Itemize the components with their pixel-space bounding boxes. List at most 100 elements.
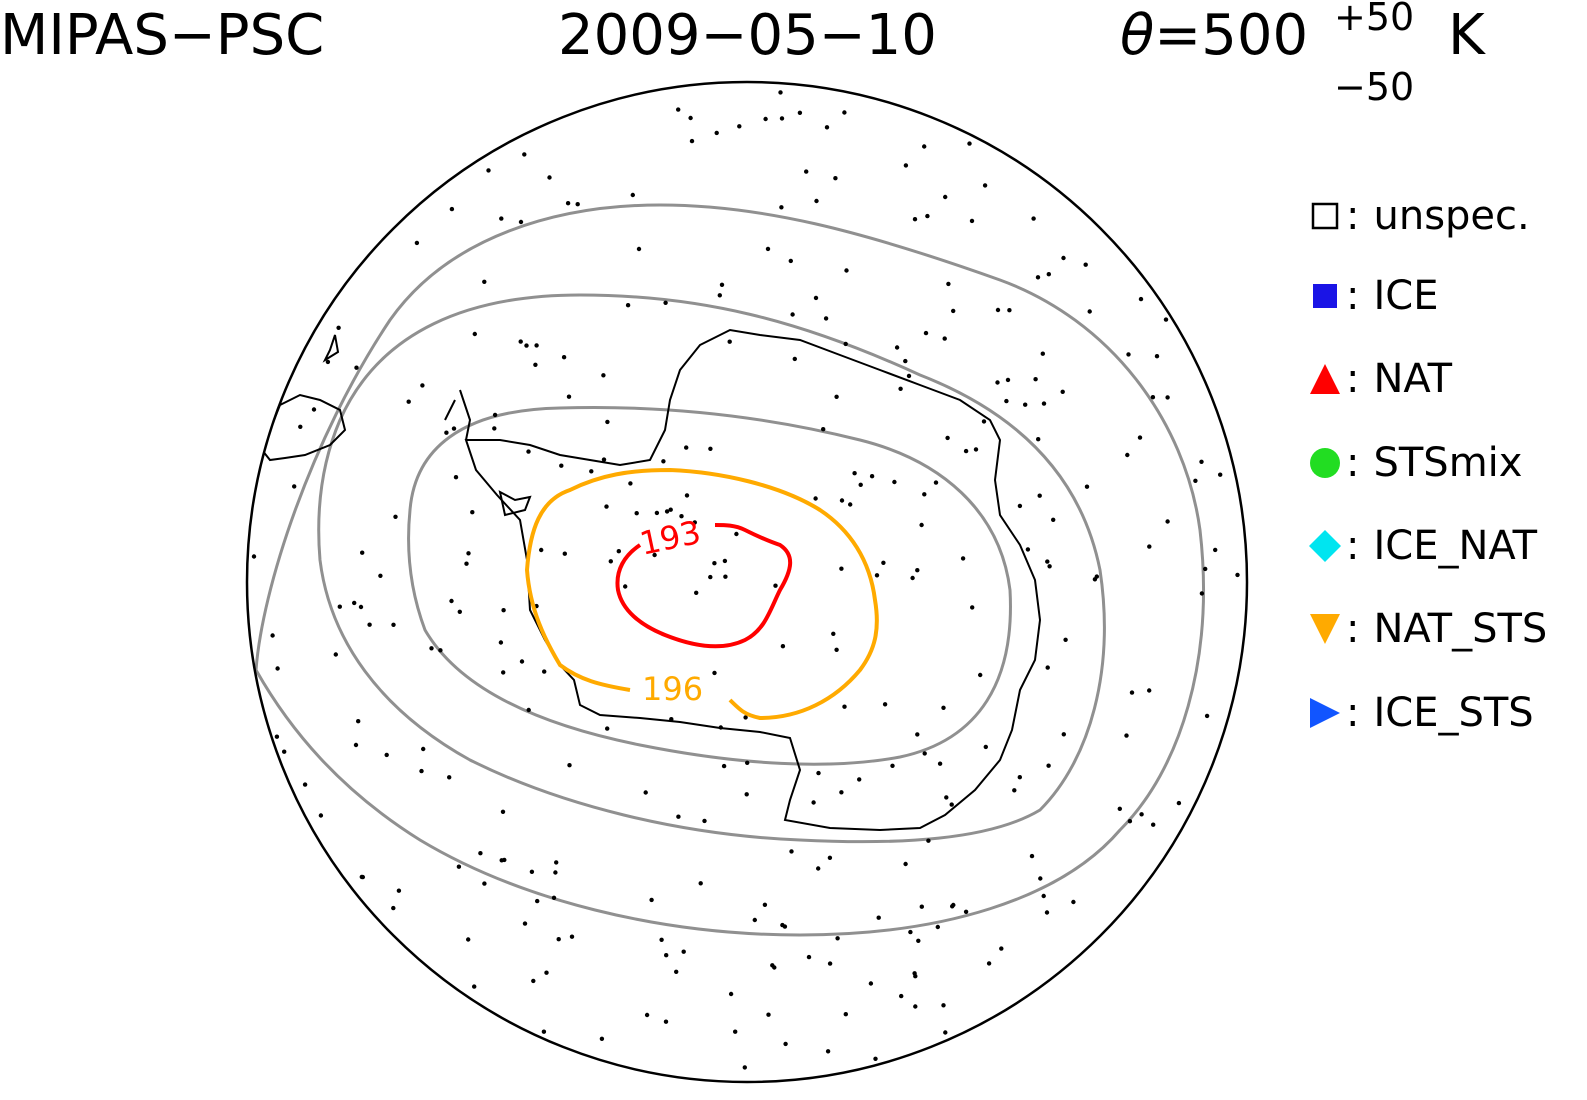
observation-point [519, 659, 525, 664]
observation-point [915, 732, 920, 737]
contour-196K [524, 467, 879, 721]
observation-point [876, 915, 881, 920]
legend-item-ice-nat: : ICE_NAT [1308, 523, 1538, 569]
legend-label: ICE_STS [1373, 690, 1534, 736]
observation-point [942, 336, 947, 341]
observation-point [1193, 478, 1198, 483]
observation-point [773, 583, 778, 588]
observation-point [827, 855, 833, 860]
observation-point [708, 574, 713, 580]
legend-label: ICE [1373, 273, 1439, 319]
observation-point [712, 670, 717, 676]
observation-point [396, 888, 402, 893]
observation-point [762, 902, 768, 907]
observation-point [663, 300, 668, 305]
observation-point [1017, 775, 1022, 780]
observation-point [453, 475, 459, 480]
observation-point [353, 742, 359, 748]
observation-point [542, 669, 547, 674]
observation-point [292, 484, 297, 489]
legend-item-stsmix: : STSmix [1308, 440, 1522, 486]
observation-point [502, 857, 507, 863]
observation-point [421, 746, 426, 752]
observation-point [501, 608, 506, 613]
observation-point [923, 330, 929, 336]
observation-point [1124, 733, 1129, 738]
antarctica-coastline [464, 328, 1042, 832]
observation-point [874, 573, 880, 578]
observation-point [1137, 435, 1143, 440]
observation-point [1071, 899, 1076, 905]
observation-point [1051, 517, 1056, 522]
observation-point [420, 383, 425, 388]
observation-point [903, 163, 909, 168]
observation-point [464, 561, 469, 566]
observation-point [912, 217, 918, 222]
observation-point [1060, 389, 1065, 394]
observation-point [589, 469, 594, 474]
observation-point [772, 965, 777, 970]
observation-point [378, 573, 383, 578]
observation-point [723, 574, 728, 579]
legend-item-unspec: : unspec. [1308, 193, 1530, 239]
observation-point [916, 938, 921, 943]
legend-item-ice: : ICE [1308, 273, 1439, 319]
observation-point [406, 399, 411, 404]
observation-point [1087, 309, 1092, 314]
observation-point [941, 1003, 946, 1008]
observation-point [890, 763, 895, 768]
observation-point [1213, 547, 1218, 553]
observation-point [630, 192, 635, 198]
latitude-ring-outer [254, 203, 1205, 937]
observation-point [533, 362, 538, 367]
observation-point [935, 924, 940, 930]
observation-point [534, 343, 539, 348]
observation-point [544, 970, 549, 975]
observation-point [1147, 544, 1152, 549]
observation-point [788, 258, 793, 264]
theta-upper-bound: +50 [1334, 0, 1415, 39]
observation-point [359, 874, 364, 880]
observation-point [492, 426, 497, 431]
observation-point [663, 1019, 669, 1024]
observation-point [842, 110, 847, 115]
observation-point [719, 282, 725, 287]
observation-point [848, 502, 853, 507]
observation-point [906, 373, 912, 379]
observation-point [649, 897, 654, 903]
observation-point [1199, 459, 1204, 464]
observation-point [783, 1041, 788, 1047]
observation-point [852, 471, 857, 476]
observation-point [456, 864, 462, 869]
observation-point [1061, 255, 1066, 261]
observation-point [393, 514, 398, 519]
observation-point [963, 909, 969, 914]
observation-point [728, 991, 734, 997]
observation-point [1092, 577, 1098, 582]
observation-point [745, 760, 750, 765]
observation-point [674, 969, 679, 974]
observation-point [616, 549, 621, 554]
observation-point [628, 481, 633, 486]
legend-label: ICE_NAT [1373, 523, 1538, 569]
legend-item-nat-sts: : NAT_STS [1308, 606, 1547, 652]
circle-icon [1308, 446, 1342, 480]
observation-point [881, 560, 886, 565]
observation-point [659, 937, 664, 942]
observation-point [625, 303, 631, 308]
observation-point [567, 763, 572, 768]
observation-point [910, 575, 915, 581]
observation-point [913, 1004, 918, 1009]
observation-point [1203, 566, 1208, 572]
observation-point [718, 725, 723, 730]
observation-point [982, 183, 988, 188]
observation-point [676, 107, 681, 112]
observation-point [1046, 763, 1051, 768]
observation-point [824, 125, 830, 130]
observation-point [789, 849, 794, 854]
observation-point [1165, 395, 1170, 400]
observation-point [601, 373, 606, 378]
observation-point [414, 240, 420, 246]
observation-point [559, 463, 564, 468]
